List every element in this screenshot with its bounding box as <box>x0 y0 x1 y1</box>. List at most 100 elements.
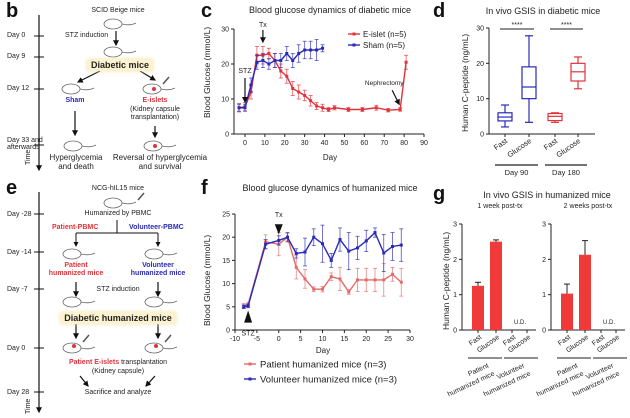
data-point <box>267 62 271 66</box>
x-tick-label: 20 <box>281 140 289 147</box>
mouse-icon <box>144 334 178 354</box>
text-volunteer-humanized-mice: humanized mice <box>130 270 186 277</box>
box-2 <box>547 112 563 122</box>
text-sacrifice-analyze: Sacrifice and analyze <box>84 389 152 396</box>
x-tick-label: 15 <box>340 336 348 343</box>
y-tick-label: 30 <box>221 27 229 34</box>
data-point <box>382 278 386 282</box>
mouse-icon <box>144 248 178 260</box>
chart-f-xlabel: Day <box>315 346 331 355</box>
y-tick-label: 20 <box>222 235 230 242</box>
chart-f-title: Blood glucose dynamics of humanized mice <box>242 183 418 193</box>
mouse-icon <box>103 18 137 30</box>
islet-mark <box>72 344 76 348</box>
undetected-note: U.D. <box>603 320 615 326</box>
text-volunteer: Volunteer <box>142 262 174 269</box>
mouse-icons <box>62 192 178 354</box>
data-point <box>294 265 298 269</box>
series-line-1 <box>243 231 402 308</box>
bar-0-1 <box>490 241 502 330</box>
data-point <box>374 106 378 110</box>
significance-stars: **** <box>561 22 572 29</box>
annotation-nephrectomy-arrow <box>391 89 400 106</box>
y-tick-label: 2 <box>542 257 546 264</box>
data-point <box>356 278 359 282</box>
x-tick-label: 80 <box>400 140 408 147</box>
x-tick-label: 10 <box>261 140 269 147</box>
data-point <box>243 106 247 110</box>
panel-label-g: g <box>433 183 446 205</box>
data-point <box>315 104 319 108</box>
data-point <box>303 48 307 52</box>
data-point <box>364 239 368 243</box>
data-point <box>297 52 301 55</box>
legend-marker-0 <box>248 362 252 366</box>
data-point <box>264 242 268 246</box>
timeline-day-minus-14: Day -14 <box>7 249 32 256</box>
y-tick-label: 1 <box>542 292 546 299</box>
data-point <box>382 251 386 255</box>
data-point <box>297 90 301 94</box>
data-point <box>279 69 283 73</box>
x-tick-label: 0 <box>243 140 247 147</box>
mouse-icons <box>61 18 177 152</box>
islet-mark <box>153 144 157 148</box>
text-hyperglycemia: Hyperglycemia <box>49 153 103 162</box>
text-patient-pbmc: Patient-PBMC <box>52 224 99 231</box>
text-transplantation-label: transplantation <box>119 359 168 366</box>
data-point <box>360 108 364 111</box>
legend-label-1: Volunteer humanized mice (n=3) <box>260 375 397 386</box>
data-point <box>261 59 265 62</box>
y-tick-label: 0 <box>480 132 484 139</box>
mouse-icon <box>142 76 176 95</box>
x-tick-label: 5 <box>299 336 303 343</box>
chart-g-title: In vivo GSIS in humanized mice <box>483 190 611 200</box>
mouse-icon <box>144 296 178 308</box>
data-point <box>249 83 253 87</box>
bar-1-0 <box>561 293 573 330</box>
x-tick-label: 30 <box>406 336 414 343</box>
data-point <box>347 249 351 253</box>
data-point <box>255 60 259 64</box>
x-tick-label: 0 <box>277 336 281 343</box>
text-and-death: and death <box>58 162 94 171</box>
data-point <box>294 251 298 255</box>
chart-d-title: In vivo GSIS in diabetic mice <box>485 6 601 16</box>
data-point <box>315 48 319 52</box>
data-point <box>329 275 333 279</box>
panel-b-arrows <box>34 15 177 172</box>
data-point <box>312 287 316 291</box>
timeline-day-33: Day 33 and <box>7 137 43 144</box>
data-point <box>356 246 359 250</box>
data-point <box>273 59 277 62</box>
panel-label-b: b <box>6 0 19 22</box>
data-point <box>338 277 342 281</box>
text-sham: Sham <box>65 97 85 104</box>
x-tick-label: 10 <box>319 336 327 343</box>
undetected-note: U.D. <box>514 320 526 326</box>
legend-marker-0 <box>352 32 356 36</box>
data-point <box>338 238 342 242</box>
x-tick-label: -10 <box>230 336 240 343</box>
text-transplantation: transplantation) <box>130 114 180 121</box>
data-point <box>347 290 351 294</box>
text-patient-e-islets: Patient E-islets <box>68 359 120 366</box>
legend-marker-1 <box>352 43 356 47</box>
bar-1-1 <box>579 254 591 330</box>
annotation-stz-marker <box>244 310 253 323</box>
legend-marker-1 <box>248 377 252 381</box>
data-point <box>364 278 368 282</box>
y-tick-label: 3 <box>542 222 546 229</box>
chart-g-subtitle-1: 1 week post-tx <box>477 203 523 210</box>
box-1 <box>521 66 537 100</box>
text-reversal: Reversal of hyperglycemia <box>112 153 208 162</box>
y-tick-label: 2 <box>453 257 457 264</box>
text-volunteer-pbmc: Volunteer-PBMC <box>129 224 184 231</box>
y-tick-label: 25 <box>222 212 230 219</box>
data-point <box>346 108 350 111</box>
panel-label-f: f <box>201 177 208 199</box>
text-survival: and survival <box>138 162 182 171</box>
